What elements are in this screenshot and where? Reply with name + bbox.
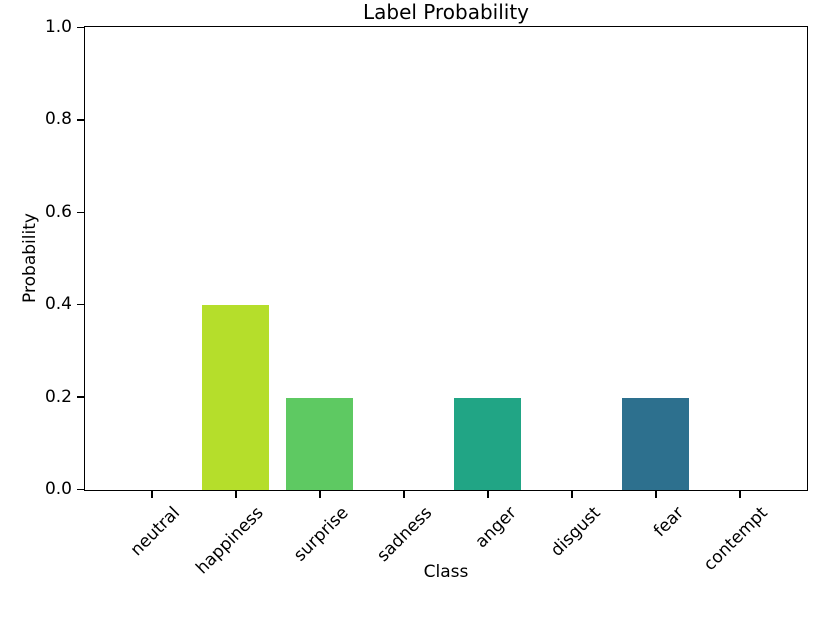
x-tick-label-fear: fear <box>650 503 689 542</box>
bar-happiness <box>201 305 270 490</box>
y-tick-label-0.8: 0.8 <box>44 109 72 130</box>
y-tick-label-0.0: 0.0 <box>44 479 72 499</box>
y-tick-label-0.2: 0.2 <box>44 386 72 407</box>
bar-fear <box>621 397 690 490</box>
x-tick-label-sadness: sadness <box>373 503 437 566</box>
y-tick-mark-0.8 <box>77 119 84 121</box>
y-tick-mark-0.2 <box>77 396 84 398</box>
x-tick-mark-sadness <box>403 491 405 498</box>
chart-title: Label Probability <box>362 0 530 24</box>
x-tick-mark-happiness <box>235 491 237 498</box>
x-tick-mark-surprise <box>319 491 321 498</box>
x-tick-label-anger: anger <box>471 503 521 553</box>
x-tick-mark-neutral <box>151 491 153 498</box>
y-tick-label-1.0: 1.0 <box>44 17 72 37</box>
y-tick-label-0.4: 0.4 <box>44 294 72 315</box>
x-tick-label-surprise: surprise <box>289 503 353 566</box>
x-tick-mark-fear <box>655 491 657 498</box>
y-tick-mark-0.4 <box>77 303 84 306</box>
y-tick-mark-0.6 <box>77 211 84 214</box>
x-tick-mark-disgust <box>571 491 573 498</box>
x-tick-mark-anger <box>487 491 489 498</box>
x-tick-mark-contempt <box>739 491 741 498</box>
plot-area <box>84 26 808 491</box>
bar-anger <box>453 397 522 490</box>
y-tick-mark-0.0 <box>77 488 84 491</box>
y-axis-label: Probability <box>20 213 40 303</box>
y-tick-label-0.6: 0.6 <box>44 201 72 222</box>
y-tick-mark-1.0 <box>77 26 84 29</box>
x-axis-label: Class <box>423 562 469 582</box>
x-tick-label-neutral: neutral <box>126 503 185 561</box>
bar-surprise <box>285 397 354 490</box>
x-tick-label-disgust: disgust <box>546 503 605 561</box>
